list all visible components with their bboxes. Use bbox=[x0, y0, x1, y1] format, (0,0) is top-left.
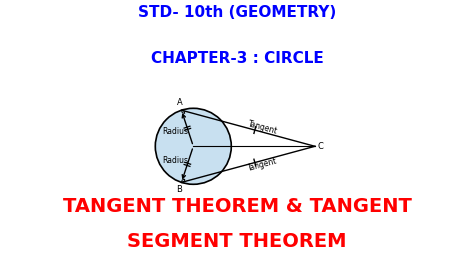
Text: Radius: Radius bbox=[163, 156, 189, 165]
Text: A: A bbox=[177, 98, 182, 107]
Text: STD- 10th (GEOMETRY): STD- 10th (GEOMETRY) bbox=[138, 5, 336, 20]
Text: C: C bbox=[318, 142, 323, 151]
Text: Radius: Radius bbox=[163, 127, 189, 136]
Text: B: B bbox=[177, 185, 182, 194]
Circle shape bbox=[155, 108, 231, 184]
Text: SEGMENT THEOREM: SEGMENT THEOREM bbox=[127, 232, 347, 251]
Text: TANGENT THEOREM & TANGENT: TANGENT THEOREM & TANGENT bbox=[63, 197, 411, 217]
Text: Tangent: Tangent bbox=[247, 119, 279, 136]
Text: CHAPTER-3 : CIRCLE: CHAPTER-3 : CIRCLE bbox=[151, 51, 323, 65]
Text: Tangent: Tangent bbox=[247, 157, 279, 173]
